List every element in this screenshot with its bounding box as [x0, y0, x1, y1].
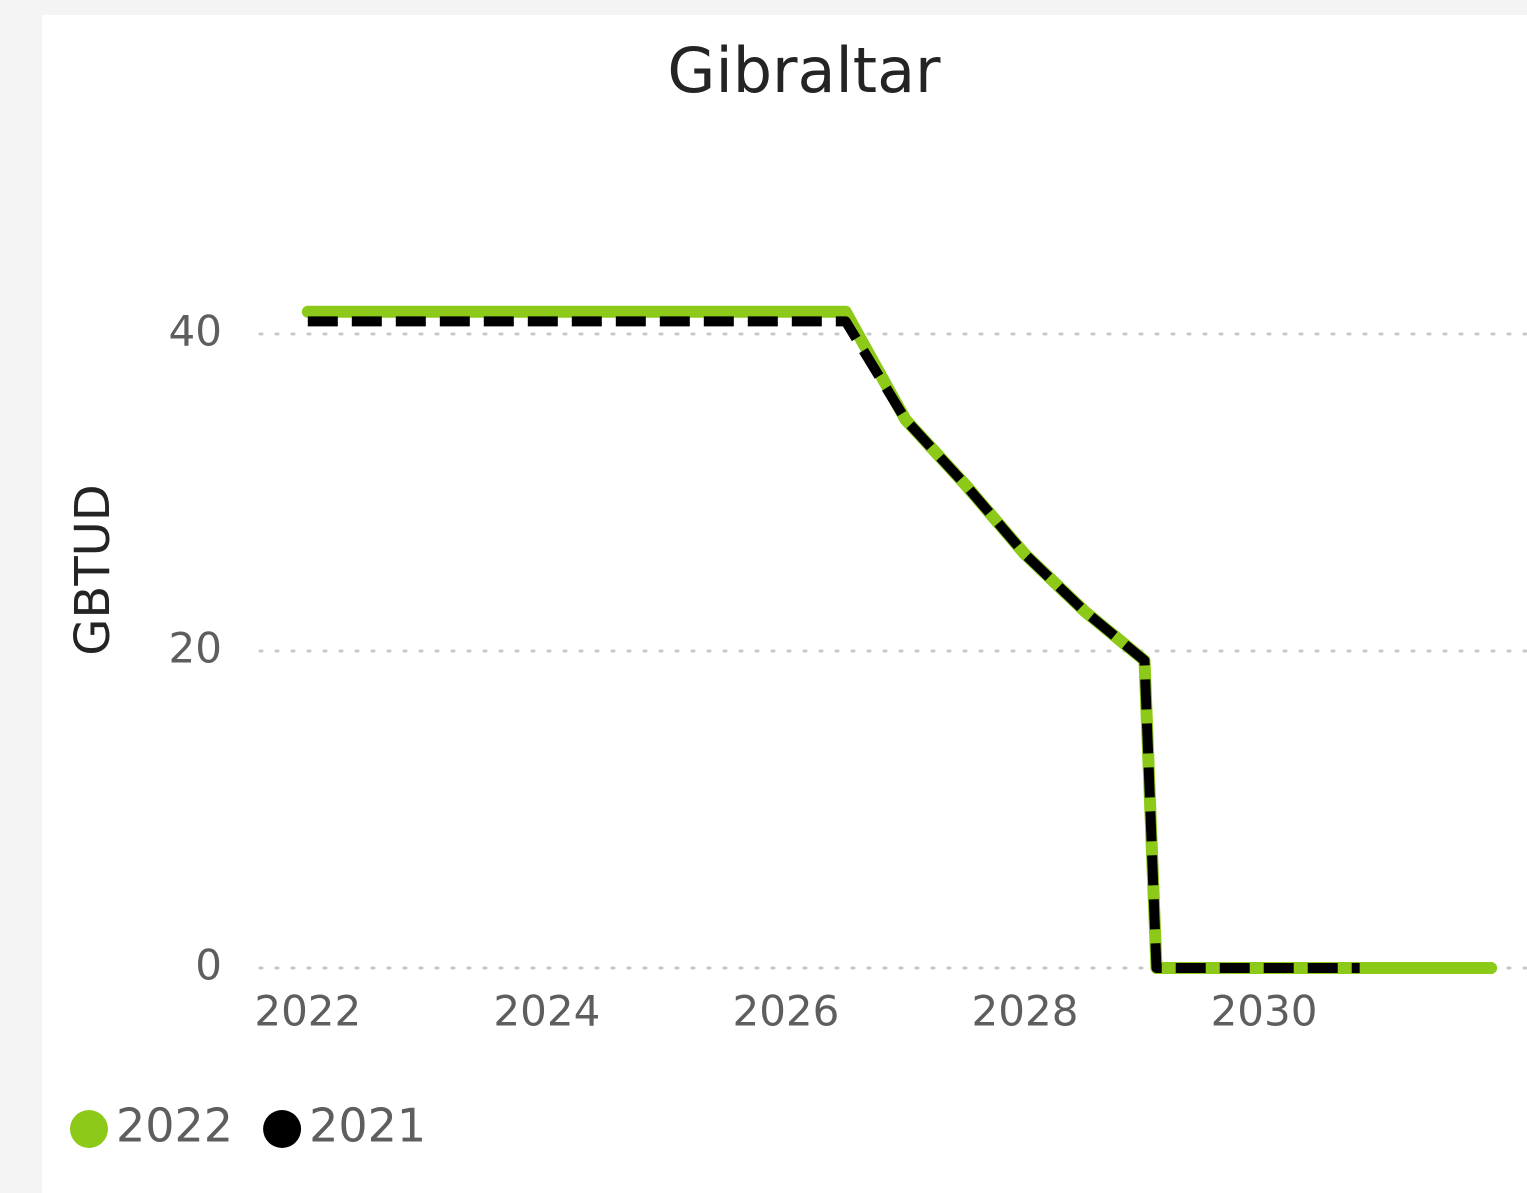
y-tick-label: 40 [169, 307, 222, 356]
legend-label: 2022 [116, 1099, 233, 1153]
y-tick-label: 20 [169, 624, 222, 673]
card [42, 15, 1527, 1193]
y-tick-label: 0 [195, 941, 222, 990]
x-tick-label: 2024 [493, 987, 600, 1036]
chart-title: Gibraltar [667, 34, 941, 107]
x-tick-label: 2022 [254, 987, 361, 1036]
x-tick-label: 2026 [732, 987, 839, 1036]
x-tick-label: 2028 [972, 987, 1079, 1036]
legend-marker [70, 1110, 108, 1148]
legend-marker [263, 1110, 302, 1148]
x-tick-label: 2030 [1211, 987, 1318, 1036]
y-axis-label: GBTUD [65, 484, 121, 656]
line-series [307, 316, 1360, 973]
legend-label: 2021 [309, 1099, 426, 1153]
